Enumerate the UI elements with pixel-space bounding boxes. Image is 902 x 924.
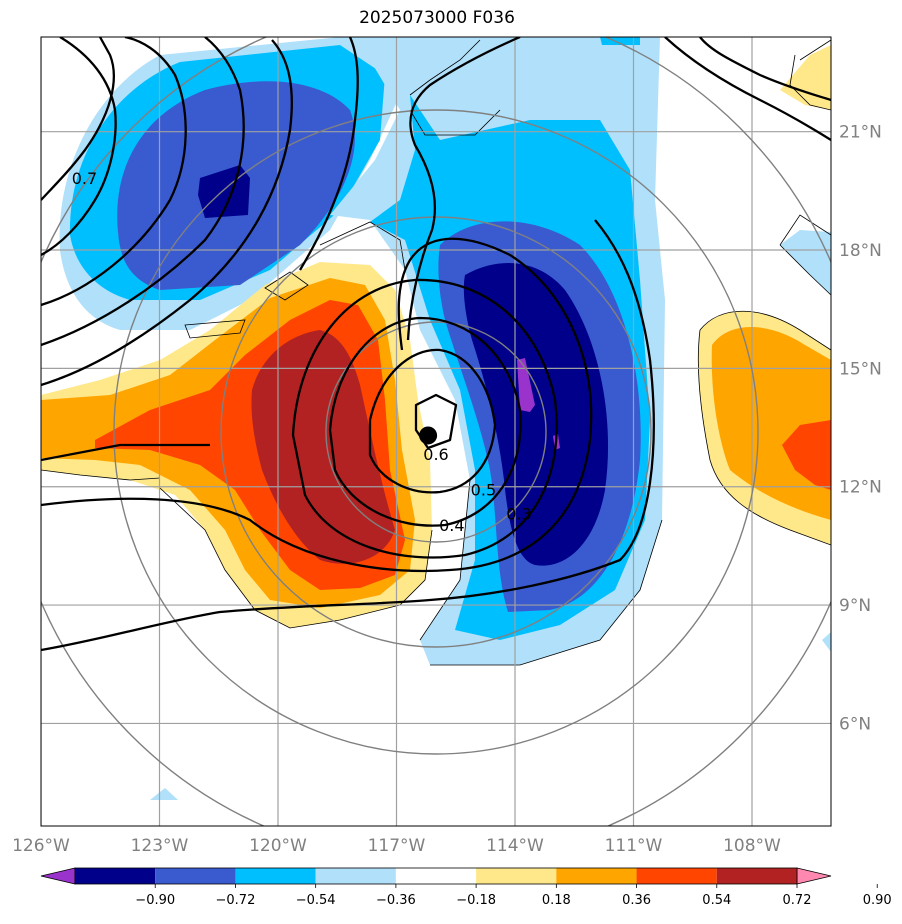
lat-tick-label: 12°N <box>839 478 882 498</box>
colorbar-tick-label: −0.18 <box>456 893 496 908</box>
colorbar-tick-label: −0.36 <box>376 893 416 908</box>
colorbar: −0.90 −0.72 −0.54 −0.36 −0.18 0.18 0.36 0.54 0.7… <box>40 867 892 908</box>
range-ring-3 <box>113 109 759 755</box>
lon-tick-label: 126°W <box>12 836 70 856</box>
map-frame <box>40 36 832 827</box>
map-title: 2025073000 F036 <box>359 8 515 28</box>
colorbar-segment <box>716 868 797 884</box>
colorbar-segment <box>235 868 316 884</box>
colorbar-extend-low <box>40 867 76 885</box>
contour-lines <box>41 37 831 652</box>
range-ring-2 <box>220 216 652 648</box>
contour-north-2 <box>41 37 245 347</box>
colorbar-segment <box>636 868 717 884</box>
contour-05 <box>328 316 522 527</box>
lat-tick-label: 18°N <box>839 241 882 261</box>
lon-tick-label: 123°W <box>131 836 189 856</box>
colorbar-tick-label: 0.72 <box>783 893 812 908</box>
colorbar-segment <box>315 868 396 884</box>
shade-east-pos-red <box>782 420 831 490</box>
lon-tick-label: 117°W <box>368 836 426 856</box>
colorbar-frame <box>74 867 798 885</box>
contour-07 <box>41 37 117 257</box>
contour-label: 0.5 <box>471 481 496 500</box>
colorbar-segment <box>556 868 637 884</box>
contour-north-3 <box>41 37 187 307</box>
colorbar-tick-label: −0.90 <box>135 893 175 908</box>
lon-tick-label: 108°W <box>723 836 781 856</box>
lon-tick-label: 114°W <box>486 836 544 856</box>
colorbar-tick-label: 0.54 <box>702 893 731 908</box>
contour-06 <box>414 393 458 450</box>
shade-s-light-blue <box>150 788 178 800</box>
colorbar-tick-label: 0.36 <box>622 893 651 908</box>
range-ring-1 <box>325 321 547 543</box>
colorbar-segment <box>476 868 557 884</box>
shade-east-navy <box>463 263 609 566</box>
colorbar-tick-label: −0.72 <box>216 893 256 908</box>
shade-e-light-blue <box>780 230 831 295</box>
colorbar-tick-label: 0.18 <box>542 893 571 908</box>
lat-tick-label: 21°N <box>839 123 882 143</box>
shade-ne-yellow <box>780 45 831 110</box>
contour-04 <box>291 278 558 559</box>
colorbar-segment <box>155 868 236 884</box>
shade-pos-dark-red <box>251 330 395 564</box>
contour-label: 0.7 <box>72 169 97 188</box>
storm-center-marker <box>419 426 438 445</box>
lat-tick-label: 9°N <box>839 596 871 616</box>
contour-label: 0.4 <box>439 516 464 535</box>
contour-05-inner <box>368 348 497 494</box>
lat-tick-label: 15°N <box>839 359 882 379</box>
longitude-tick-labels: 126°W 123°W 120°W 117°W 114°W 111°W 108°W <box>12 836 781 856</box>
colorbar-tick-label: −0.54 <box>296 893 336 908</box>
contour-02 <box>41 219 655 652</box>
lat-tick-label: 6°N <box>839 714 871 734</box>
colorbar-tick-label: 0.90 <box>863 893 892 908</box>
colorbar-segment <box>395 868 477 884</box>
latitude-tick-labels: 6°N 9°N 12°N 15°N 18°N 21°N <box>839 123 882 735</box>
shade-se-light-blue <box>822 632 831 652</box>
contour-ne-2 <box>406 37 521 341</box>
contour-07a <box>41 443 210 462</box>
contour-ne-3 <box>664 37 831 141</box>
shade-east-purple <box>517 358 535 412</box>
colorbar-extend-high <box>796 867 832 885</box>
contour-ne-1 <box>299 37 359 271</box>
contour-ne-4 <box>699 37 831 102</box>
contour-label: 0.6 <box>423 445 448 464</box>
contour-labels: 0.7 0.6 0.5 0.4 0.3 <box>72 169 532 535</box>
contour-north-5 <box>41 37 115 201</box>
contour-north-1 <box>41 39 293 387</box>
lon-tick-label: 120°W <box>249 836 307 856</box>
map-plot-area: 0.7 0.6 0.5 0.4 0.3 <box>41 37 831 826</box>
contour-label: 0.3 <box>506 504 531 523</box>
gridlines <box>41 37 831 826</box>
shaded-field <box>41 37 831 800</box>
lon-tick-label: 111°W <box>605 836 663 856</box>
colorbar-segment <box>75 868 156 884</box>
range-rings <box>41 37 831 826</box>
